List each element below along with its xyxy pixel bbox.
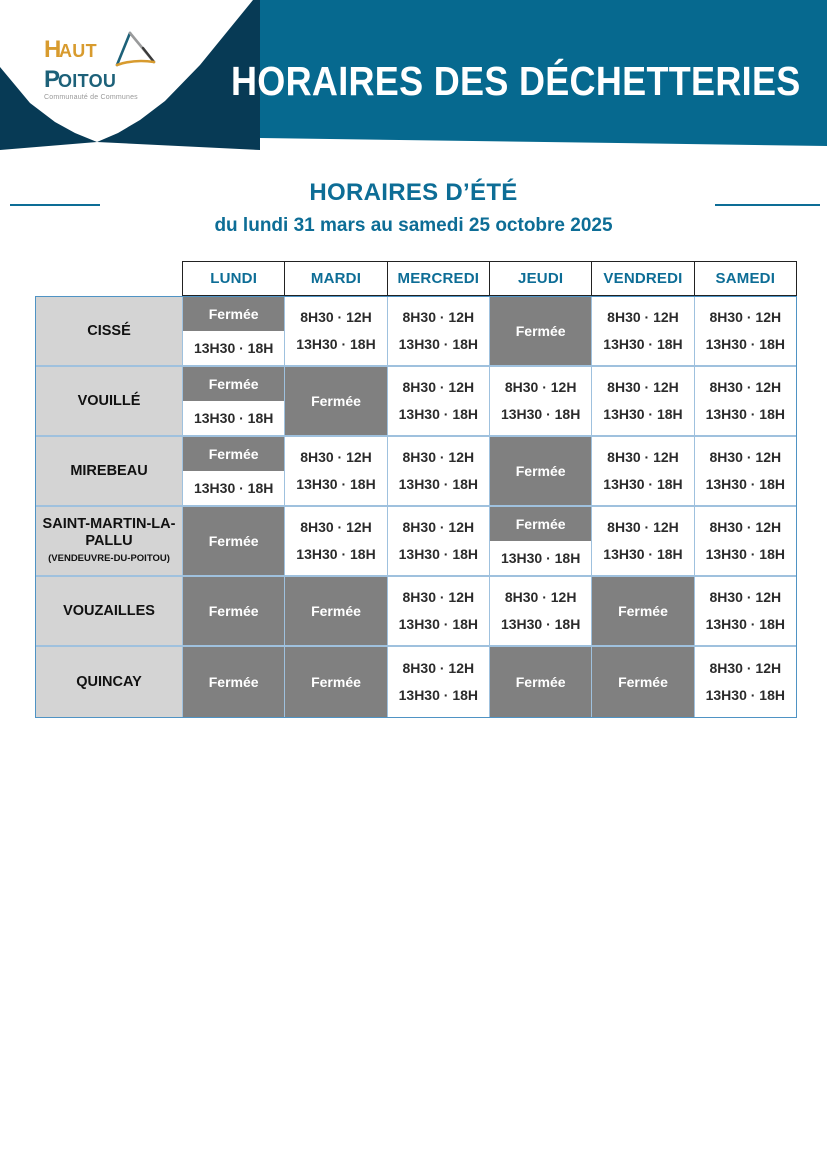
svg-text:Communauté de Communes: Communauté de Communes [44,94,138,101]
svg-text:AUT: AUT [59,41,97,61]
svg-text:OITOU: OITOU [58,71,116,91]
